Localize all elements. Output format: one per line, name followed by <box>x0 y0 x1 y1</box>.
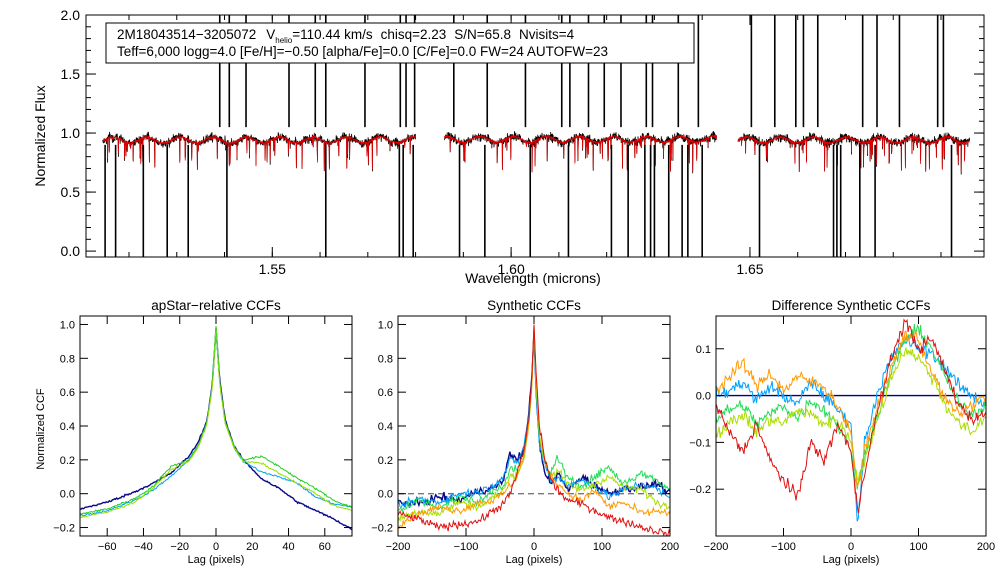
spectrum-y-tick-label: 2.0 <box>61 7 81 23</box>
difference_ccf-y-tick-label: −0.1 <box>689 437 711 449</box>
apstar_ccf-x-tick-label: −20 <box>170 541 189 553</box>
difference_ccf-title: Difference Synthetic CCFs <box>772 298 931 313</box>
synthetic-ccf-panel: −200 −100 0 100 200 −0.2 0.0 0.2 0.4 0.6 0.8 1.0 Syn… <box>371 298 679 566</box>
ccf-ylabel: Normalized CCF <box>35 388 47 470</box>
apstar_ccf-y-tick-label: −0.2 <box>53 523 75 535</box>
synthetic-spectrum-line <box>102 134 416 171</box>
spectrum-xlabel: Wavelength (microns) <box>465 270 601 286</box>
apstar_ccf-title: apStar−relative CCFs <box>151 298 281 313</box>
synthetic_ccf-xlabel: Lag (pixels) <box>506 554 563 566</box>
difference_ccf-series-blue <box>716 334 986 522</box>
spectrum-x-tick-label: 1.60 <box>497 261 524 277</box>
apstar_ccf-y-tick-label: 0.4 <box>60 421 75 433</box>
synthetic_ccf-x-tick-label: −200 <box>386 541 411 553</box>
synthetic_ccf-x-tick-label: 100 <box>593 541 611 553</box>
spectrum-axes-frame <box>85 14 985 258</box>
difference_ccf-x-tick-label: 100 <box>909 541 927 553</box>
apstar_ccf-x-tick-label: 60 <box>319 541 331 553</box>
v-helio-subscript: helio <box>275 36 292 45</box>
difference_ccf-xlabel: Lag (pixels) <box>823 554 880 566</box>
star-id: 2M18043514−3205072 <box>117 27 256 42</box>
spectrum-x-tick-label: 1.65 <box>736 261 763 277</box>
v-helio-label: V <box>266 27 275 42</box>
apstar_ccf-y-tick-label: 1.0 <box>60 319 75 331</box>
apstar_ccf-plot-area <box>80 326 352 531</box>
v-helio-value: =110.44 km/s <box>292 27 373 42</box>
spectrum-panel: 1.55 1.60 1.65 0.0 0.5 1.0 1.5 2.0 2M18043514−3… <box>32 7 985 286</box>
apstar_ccf-xlabel: Lag (pixels) <box>188 554 245 566</box>
synthetic_ccf-y-tick-label: 0.6 <box>378 387 393 399</box>
difference_ccf-series-lime <box>716 347 986 483</box>
synthetic_ccf-y-tick-label: 0.8 <box>378 353 393 365</box>
synthetic_ccf-x-tick-label: 200 <box>661 541 679 553</box>
difference_ccf-x-tick-label: 200 <box>977 541 995 553</box>
difference_ccf-y-tick-label: 0.0 <box>696 391 711 403</box>
stellar-parameters: Teff=6,000 logg=4.0 [Fe/H]=−0.50 [alpha/… <box>117 44 608 59</box>
difference-ccf-panel: −200 −100 0 100 200 −0.2 −0.1 0.0 0.1 Difference … <box>689 298 995 566</box>
synthetic-spectrum-line <box>443 134 717 172</box>
apstar_ccf-y-tick-label: 0.0 <box>60 489 75 501</box>
spectrum-ticks: 1.55 1.60 1.65 0.0 0.5 1.0 1.5 2.0 <box>61 7 984 277</box>
synthetic_ccf-y-tick-label: 0.2 <box>378 455 393 467</box>
apstar-ccf-panel: −60 −40 −20 0 20 40 60 −0.2 0.0 0.2 0.4 0.6 0.8 1.0 ap… <box>53 298 353 566</box>
apstar_ccf-y-tick-label: 0.2 <box>60 455 75 467</box>
chisq-value: chisq=2.23 <box>381 27 447 42</box>
spectrum-y-tick-label: 1.5 <box>61 66 81 82</box>
synthetic_ccf-plot-area <box>398 324 670 536</box>
difference_ccf-y-tick-label: −0.2 <box>689 484 711 496</box>
apstar_ccf-x-tick-label: −40 <box>134 541 153 553</box>
difference_ccf-x-tick-label: −200 <box>704 541 729 553</box>
synthetic_ccf-x-tick-label: 0 <box>531 541 537 553</box>
spectrum-y-tick-label: 0.5 <box>61 184 81 200</box>
difference_ccf-y-tick-label: 0.1 <box>696 344 711 356</box>
difference_ccf-plot-area <box>716 318 986 522</box>
synthetic_ccf-x-tick-label: −100 <box>454 541 479 553</box>
spectrum-annotation-box <box>105 22 695 64</box>
difference_ccf-series-red <box>716 318 986 514</box>
difference_ccf-x-tick-label: 0 <box>848 541 854 553</box>
spectrum-y-tick-label: 1.0 <box>61 125 81 141</box>
spectrum-x-tick-label: 1.55 <box>259 261 286 277</box>
spectrum-ylabel: Normalized Flux <box>32 85 48 186</box>
synthetic_ccf-title: Synthetic CCFs <box>487 298 581 313</box>
apstar_ccf-x-tick-label: −60 <box>98 541 117 553</box>
synthetic_ccf-series-red <box>398 324 670 536</box>
apstar_ccf-x-tick-label: 40 <box>282 541 294 553</box>
apstar_ccf-y-tick-label: 0.6 <box>60 387 75 399</box>
difference_ccf-series-orange <box>716 329 986 487</box>
synthetic_ccf-y-tick-label: 0.0 <box>378 489 393 501</box>
synthetic_ccf-y-tick-label: −0.2 <box>371 523 393 535</box>
apstar_ccf-y-tick-label: 0.8 <box>60 353 75 365</box>
synthetic-spectrum-line <box>737 134 970 172</box>
synthetic_ccf-y-tick-label: 1.0 <box>378 319 393 331</box>
apstar_ccf-x-tick-label: 0 <box>213 541 219 553</box>
nvisits-value: Nvisits=4 <box>519 27 575 42</box>
synthetic_ccf-y-tick-label: 0.4 <box>378 421 393 433</box>
apstar_ccf-series-green-dash <box>211 326 221 376</box>
difference_ccf-x-tick-label: −100 <box>771 541 796 553</box>
spectrum-annotation-line1: 2M18043514−3205072 Vhelio=110.44 km/s chis… <box>117 27 575 45</box>
apstar_ccf-x-tick-label: 20 <box>246 541 258 553</box>
spectrum-y-tick-label: 0.0 <box>61 243 81 259</box>
snr-value: S/N=65.8 <box>454 27 511 42</box>
